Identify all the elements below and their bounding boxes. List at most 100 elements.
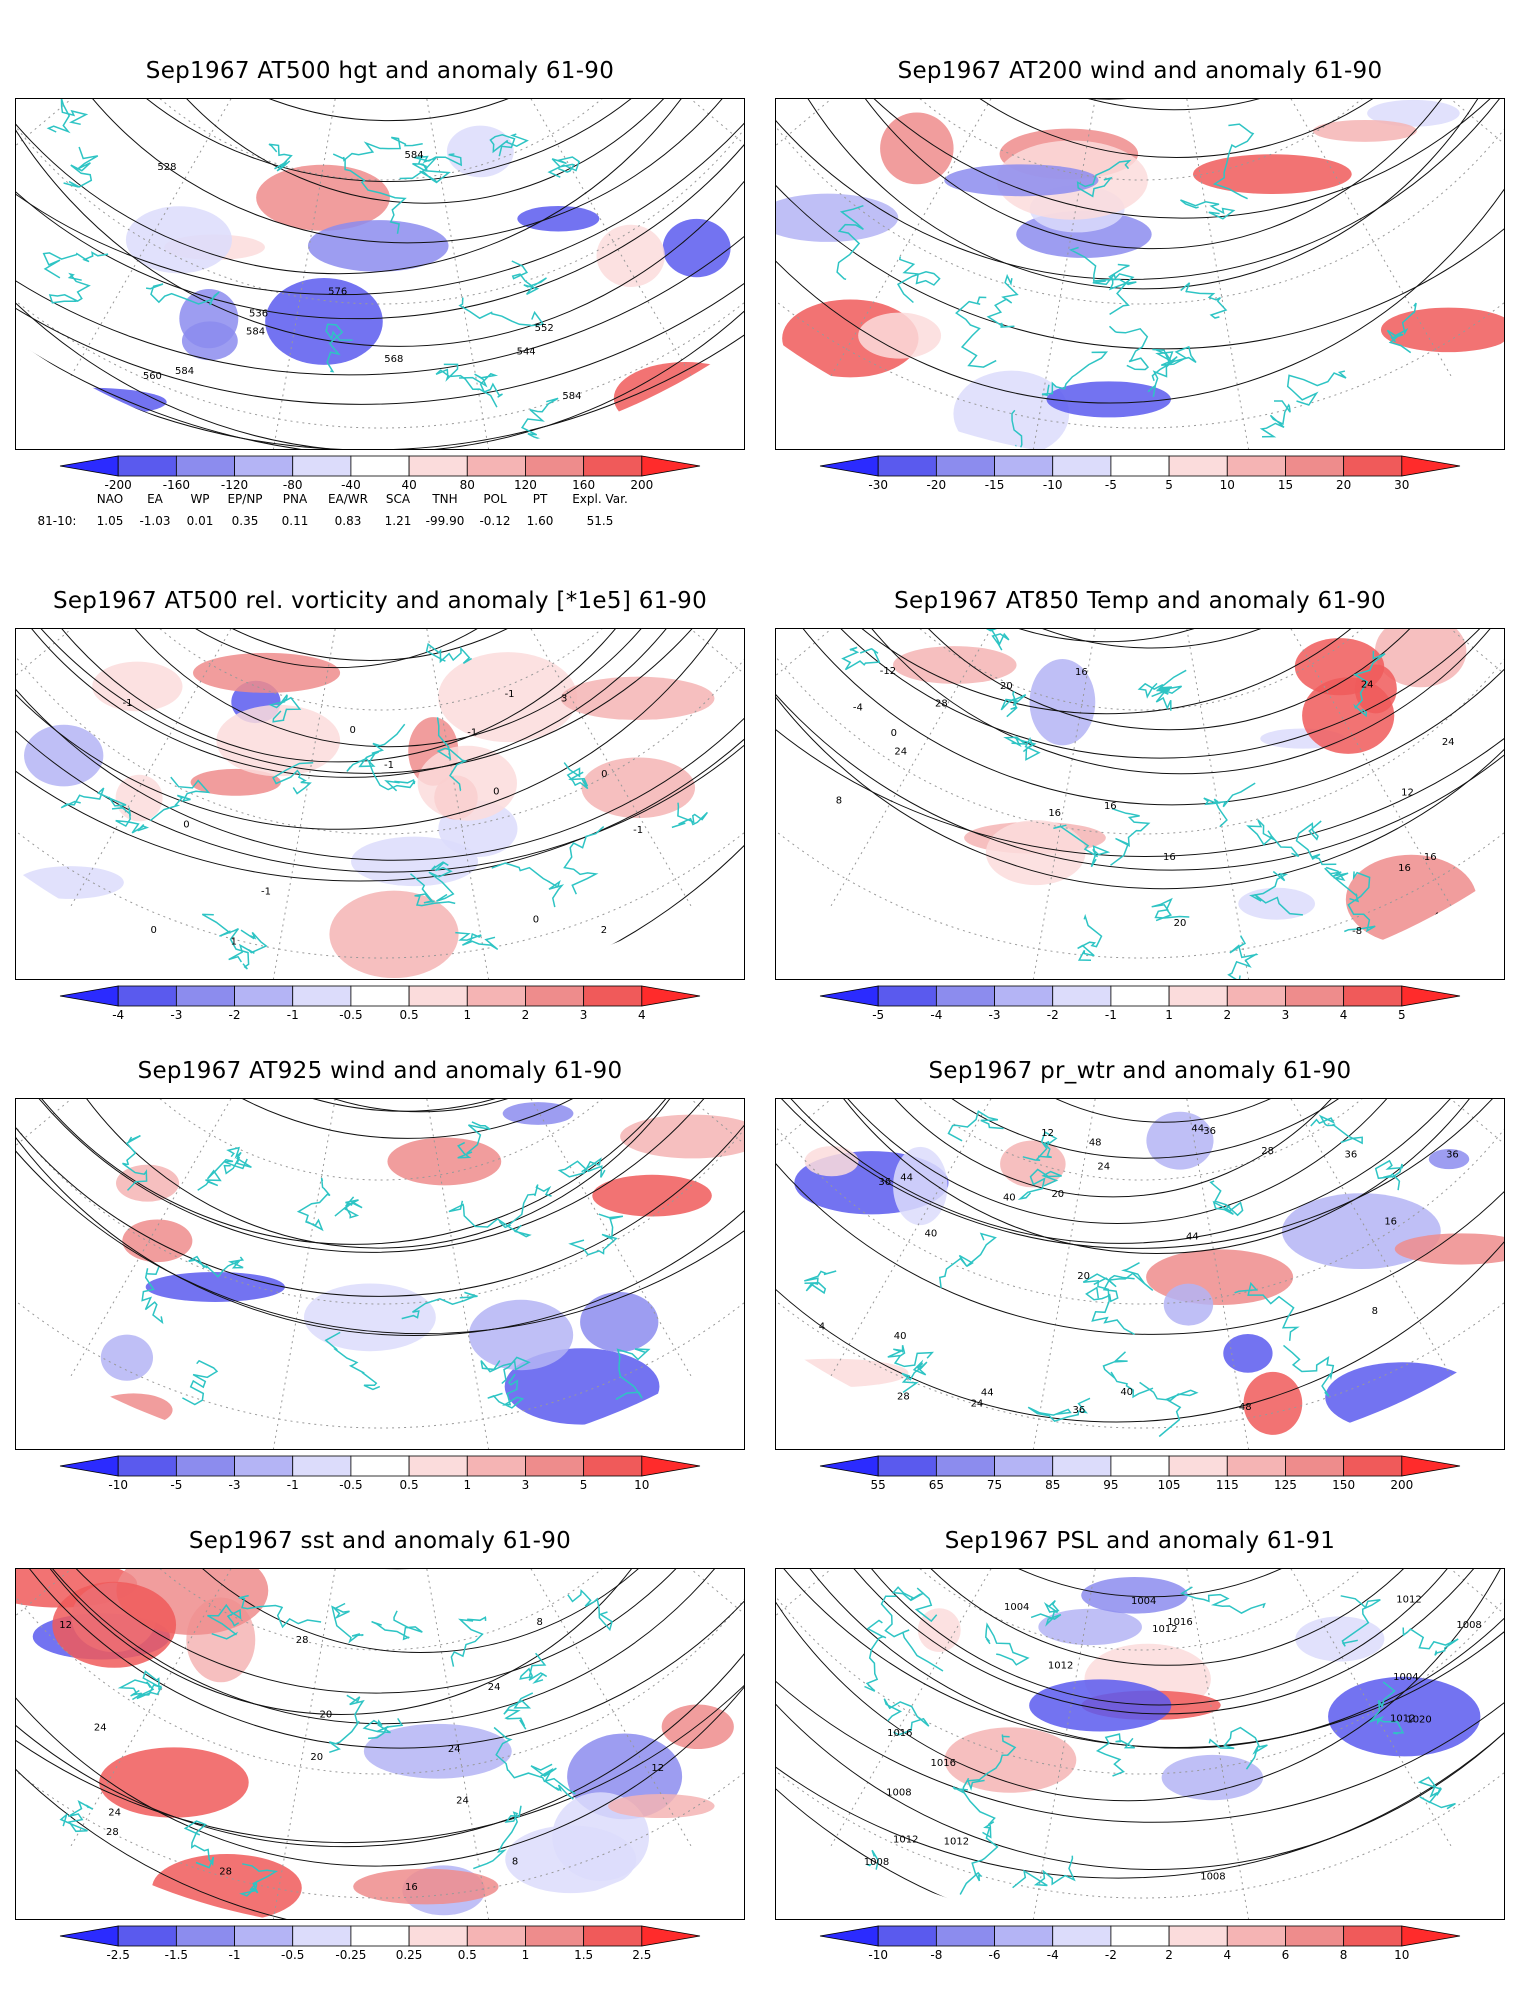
contour-label: 48 bbox=[837, 1400, 850, 1411]
contour-label: 0 bbox=[493, 786, 499, 797]
colorbar-tick-label: 80 bbox=[459, 478, 475, 492]
contour-line bbox=[776, 629, 1479, 715]
coastline bbox=[563, 826, 605, 895]
contour-line bbox=[776, 629, 1504, 871]
contour-label: 28 bbox=[935, 698, 948, 709]
contour-label: 1008 bbox=[864, 1857, 889, 1868]
coastline bbox=[1259, 400, 1291, 438]
latitude-circle bbox=[799, 99, 1483, 181]
colorbar-tick-label: -15 bbox=[984, 478, 1005, 492]
contour-label: 1004 bbox=[1004, 1602, 1029, 1613]
meridian-line bbox=[830, 99, 1142, 377]
colorbar-segment bbox=[819, 455, 879, 477]
coastline bbox=[1027, 1397, 1091, 1422]
coastline bbox=[1068, 246, 1137, 316]
colorbar-tick-label: -2.5 bbox=[106, 1948, 130, 1962]
colorbar-tick-label: 120 bbox=[514, 478, 537, 492]
coastline bbox=[197, 1158, 248, 1191]
latitude-circle bbox=[16, 99, 744, 429]
colorbar-tick-label: -1 bbox=[228, 1948, 241, 1962]
colorbar: -10 -8 -6 -4 -2 2 4 6 8 10 bbox=[819, 1925, 1461, 1966]
contour-label: 1 bbox=[231, 937, 237, 948]
positive-anomaly-area bbox=[1312, 119, 1417, 142]
contour-line bbox=[834, 99, 1504, 158]
coastline bbox=[63, 146, 99, 188]
coastline bbox=[547, 156, 580, 178]
colorbar-segment bbox=[408, 1925, 468, 1947]
latitude-circle bbox=[39, 629, 723, 711]
contour-label: 536 bbox=[249, 308, 268, 319]
positive-anomaly-area bbox=[776, 1358, 909, 1388]
contour-label: -8 bbox=[1352, 926, 1362, 937]
meridian-line bbox=[70, 629, 382, 907]
contour-label: 0 bbox=[98, 937, 104, 948]
contour-line bbox=[883, 1099, 1443, 1123]
coastline bbox=[1353, 650, 1386, 718]
negative-anomaly-area bbox=[181, 321, 238, 361]
coastline bbox=[1324, 866, 1360, 903]
panel-p7: Sep1967 sst and anomaly 61-90 24 28 8 12 16 20… bbox=[15, 1528, 745, 1962]
colorbar-tick-label: 5 bbox=[1397, 1008, 1406, 1022]
contour-line bbox=[16, 99, 744, 320]
colorbar-tick-label: 10 bbox=[634, 1478, 650, 1492]
colorbar-segment bbox=[292, 455, 352, 477]
positive-anomaly-area bbox=[560, 676, 715, 720]
map-content: 16 16 16 16 20 24 24 20 16 12 8 4 0 -4 -8 -12 24 16 28 bbox=[776, 629, 1504, 979]
coastline bbox=[1310, 1114, 1363, 1145]
coastline bbox=[207, 1603, 242, 1640]
contour-line bbox=[16, 1099, 744, 1337]
latitude-circle bbox=[776, 629, 1504, 959]
coastline bbox=[1386, 302, 1417, 354]
meridian-line bbox=[1140, 629, 1452, 907]
contour-line bbox=[776, 1099, 1504, 1255]
coastline bbox=[1203, 782, 1256, 828]
index-value: -99.90 bbox=[425, 514, 465, 528]
coastline bbox=[1137, 682, 1172, 699]
negative-anomaly-area bbox=[17, 866, 124, 899]
positive-anomaly-area bbox=[1374, 629, 1467, 688]
coastline bbox=[887, 1345, 934, 1368]
index-header: SCA bbox=[385, 492, 411, 506]
coastline bbox=[450, 1616, 487, 1667]
colorbar-tick-label: 0.25 bbox=[395, 1948, 423, 1962]
coastline bbox=[141, 1266, 164, 1325]
colorbar-tick-label: 200 bbox=[1390, 1478, 1414, 1492]
coastline bbox=[1151, 345, 1197, 382]
contour-label: 20 bbox=[320, 1710, 333, 1721]
positive-anomaly-area bbox=[581, 757, 696, 819]
latitude-circle bbox=[39, 99, 723, 181]
coastline bbox=[149, 776, 211, 822]
contour-label: 24 bbox=[1442, 737, 1455, 748]
colorbar-tick-label: 2 bbox=[1223, 1008, 1232, 1022]
coastline bbox=[401, 1291, 479, 1320]
coastline bbox=[324, 1331, 381, 1391]
contour-label: 1008 bbox=[1200, 1871, 1225, 1882]
colorbar-tick-label: 2.5 bbox=[632, 1948, 652, 1962]
coastline bbox=[410, 873, 456, 907]
colorbar-tick-label: -3 bbox=[988, 1008, 1001, 1022]
map-content bbox=[16, 1099, 744, 1449]
latitude-circle bbox=[799, 1569, 1483, 1651]
coastline bbox=[1402, 1627, 1459, 1656]
meridian-line bbox=[380, 1569, 692, 1847]
latitude-circle bbox=[39, 1099, 723, 1181]
latitude-circle bbox=[776, 1569, 1504, 1899]
colorbar: -10 -5 -3 -1 -0.5 0.5 1 3 5 10 bbox=[59, 1455, 701, 1496]
map-plot: 4844403636403644484440362024281612842024… bbox=[776, 1099, 1504, 1449]
coastline bbox=[498, 1184, 552, 1229]
contour-line bbox=[776, 1569, 1504, 1802]
contour-line bbox=[803, 1099, 1487, 1159]
colorbar-segment bbox=[117, 1455, 177, 1477]
colorbar-segment bbox=[59, 985, 119, 1007]
contour-line bbox=[776, 1099, 1504, 1335]
colorbar-segment bbox=[1226, 1925, 1286, 1947]
negative-anomaly-area bbox=[662, 218, 731, 278]
coastline bbox=[557, 1157, 606, 1178]
index-header: WP bbox=[190, 492, 210, 506]
colorbar-segment bbox=[583, 1455, 643, 1477]
contour-label: 0 bbox=[350, 725, 356, 736]
colorbar-tick-label: -4 bbox=[1046, 1948, 1059, 1962]
contour-label: 24 bbox=[94, 1723, 107, 1734]
contour-line bbox=[776, 629, 1504, 759]
colorbar-tick-label: -160 bbox=[162, 478, 190, 492]
